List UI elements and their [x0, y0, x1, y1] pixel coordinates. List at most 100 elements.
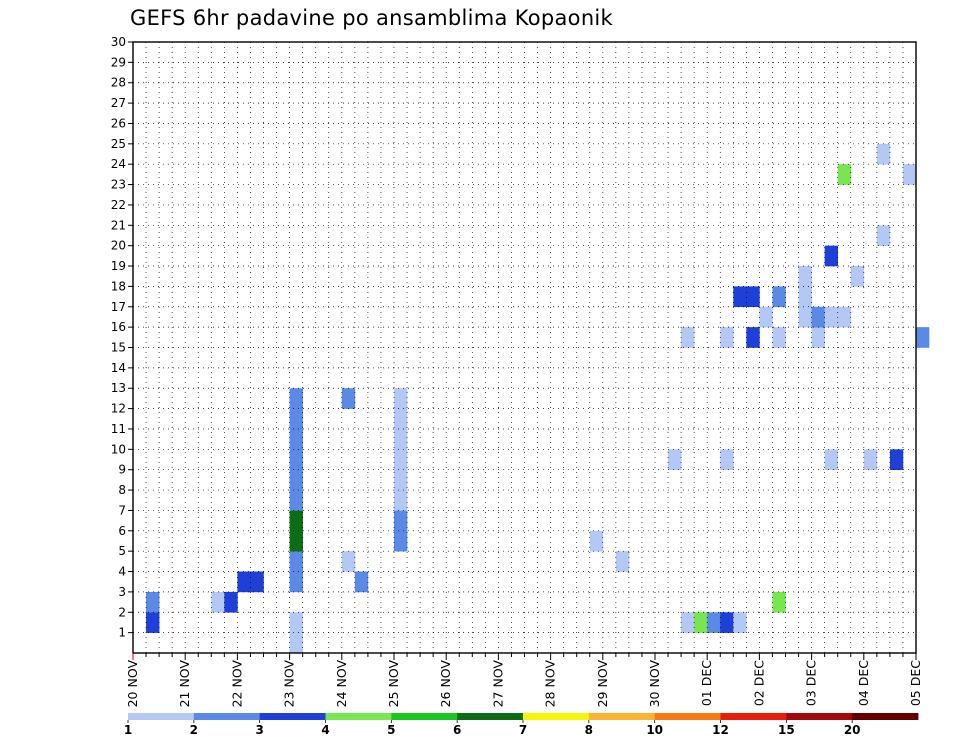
heatmap-cell	[289, 571, 303, 593]
y-tick-label: 15	[111, 341, 126, 355]
legend-swatch	[654, 713, 721, 720]
heatmap-cell	[720, 449, 734, 470]
heatmap-cell	[720, 612, 734, 633]
y-tick-label: 26	[111, 116, 126, 130]
x-tick-label: 27 NOV	[490, 660, 505, 708]
heatmap-cell	[876, 225, 891, 246]
y-tick-label: 24	[111, 157, 126, 171]
x-tick-label: 04 DEC	[856, 660, 871, 706]
legend-swatch	[786, 713, 853, 720]
y-tick-label: 10	[111, 442, 126, 456]
heatmap-cell	[837, 306, 852, 328]
heatmap-cell	[876, 143, 891, 165]
heatmap-cell	[863, 449, 878, 470]
heatmap-cell	[707, 612, 721, 633]
legend-label: 4	[321, 723, 329, 737]
x-tick-label: 01 DEC	[699, 660, 714, 706]
x-tick-label: 21 NOV	[177, 660, 192, 708]
y-tick-label: 23	[111, 178, 126, 192]
legend-swatch	[259, 713, 326, 720]
heatmap-cell	[289, 469, 303, 491]
legend-swatch	[588, 713, 656, 720]
y-tick-label: 19	[111, 259, 126, 273]
heatmap-cell	[289, 612, 303, 633]
heatmap-cell	[289, 551, 303, 572]
y-tick-label: 27	[111, 96, 126, 110]
heatmap-cell	[289, 632, 303, 654]
heatmap-cell	[824, 449, 838, 470]
heatmap-cell	[224, 591, 238, 613]
x-tick-label: 20 NOV	[125, 660, 140, 708]
y-tick-label: 12	[111, 402, 126, 416]
legend-swatch	[523, 713, 590, 720]
y-tick-label: 28	[111, 76, 126, 90]
x-tick-label: 28 NOV	[543, 660, 558, 708]
legend-label: 7	[519, 723, 527, 737]
legend-swatch	[193, 713, 261, 720]
legend-label: 12	[712, 723, 729, 737]
heatmap-cell	[615, 551, 630, 572]
y-tick-label: 22	[111, 198, 126, 212]
y-tick-label: 13	[111, 381, 126, 395]
chart-title: GEFS 6hr padavine po ansamblima Kopaonik	[130, 6, 614, 30]
x-tick-label: 29 NOV	[595, 660, 610, 708]
heatmap-cell	[289, 388, 303, 409]
legend-label: 5	[387, 723, 395, 737]
heatmap-cell	[394, 490, 408, 511]
heatmap-cell	[394, 428, 408, 450]
legend-label: 20	[844, 723, 861, 737]
heatmap-cell	[211, 591, 225, 613]
heatmap-cell	[889, 449, 904, 470]
y-tick-label: 5	[118, 544, 126, 558]
heatmap-cell	[720, 327, 734, 348]
heatmap-cell	[733, 286, 747, 308]
heatmap-cell	[681, 612, 695, 633]
heatmap-cell	[289, 530, 303, 552]
legend-label: 2	[190, 723, 198, 737]
heatmap-cell	[237, 571, 251, 593]
heatmap-cell	[394, 388, 408, 409]
y-tick-label: 8	[118, 483, 126, 497]
heatmap-cell	[772, 591, 786, 613]
legend-label: 10	[646, 723, 663, 737]
legend-swatch	[720, 713, 787, 720]
legend-swatch	[128, 713, 195, 720]
y-tick-label: 21	[111, 218, 126, 232]
y-tick-label: 17	[111, 300, 126, 314]
heatmap-cell	[772, 286, 786, 308]
x-tick-label: 02 DEC	[751, 660, 766, 706]
heatmap-cell	[289, 490, 303, 511]
heatmap-cell	[394, 510, 408, 532]
x-tick-label: 30 NOV	[647, 660, 662, 708]
heatmap-cell	[250, 571, 264, 593]
heatmap-cell	[394, 449, 408, 470]
heatmap-cell	[668, 449, 682, 470]
heatmap-cell	[289, 408, 303, 430]
x-tick-label: 05 DEC	[908, 660, 923, 706]
y-tick-label: 18	[111, 279, 126, 293]
heatmap-cell	[746, 286, 760, 308]
legend-label: 3	[255, 723, 263, 737]
legend-swatch	[391, 713, 458, 720]
legend-label: 8	[585, 723, 593, 737]
heatmap-cell	[694, 612, 708, 633]
y-tick-label: 3	[118, 585, 126, 599]
heatmap-cell	[341, 551, 356, 572]
heatmap-cell	[394, 408, 408, 430]
heatmap-cell	[798, 266, 812, 287]
y-tick-label: 6	[118, 524, 126, 538]
heatmap-cell	[798, 286, 812, 308]
legend-swatch	[852, 713, 919, 720]
heatmap-cell	[681, 327, 695, 348]
heatmap-cell	[811, 306, 825, 328]
y-tick-label: 20	[111, 239, 126, 253]
heatmap-cell	[733, 612, 747, 633]
heatmap-cell	[902, 164, 917, 185]
x-tick-label: 24 NOV	[334, 660, 349, 708]
heatmap-cell	[354, 571, 369, 593]
legend-label: 6	[453, 723, 461, 737]
heatmap-cell	[759, 306, 773, 328]
heatmap-cell	[341, 388, 356, 409]
heatmap-cell	[916, 327, 930, 348]
